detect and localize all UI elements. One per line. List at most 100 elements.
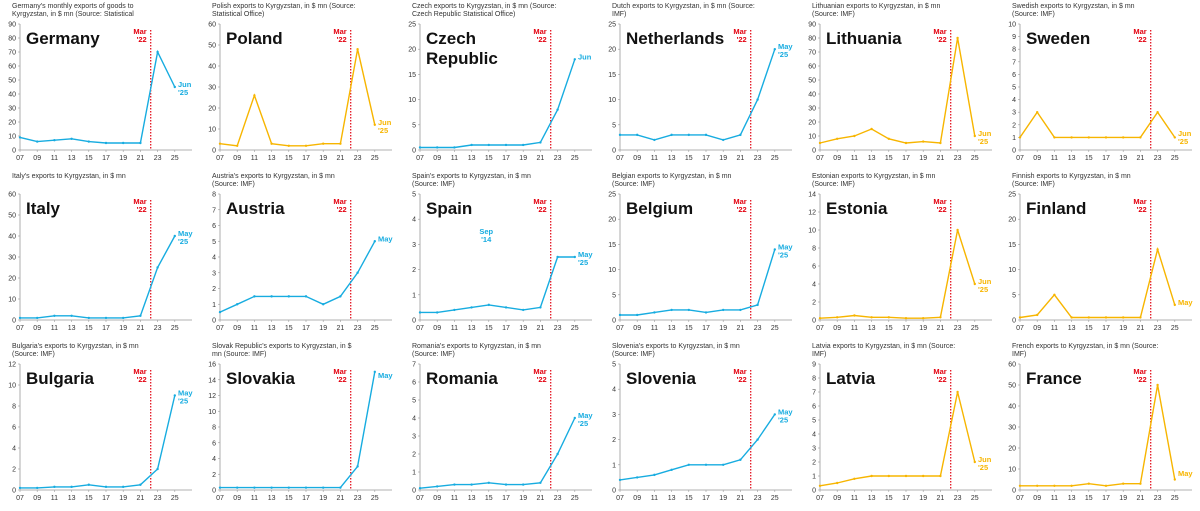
data-point [739,458,742,461]
marker-label-line: Mar [733,197,746,206]
x-tick-label: 19 [119,325,127,332]
series-line [620,249,776,316]
country-name-line: Italy [26,199,61,218]
data-point [356,48,359,51]
panel-netherlands: Dutch exports to Kyrgyzstan, in $ mn (So… [608,3,793,162]
x-tick-label: 19 [919,325,927,332]
data-point [636,476,639,479]
panel-subtitle-line: Slovenia's exports to Kyrgyzstan, in $ m… [612,343,740,350]
x-tick-label: 25 [171,495,179,502]
panel-subtitle-line: (Source: IMF) [12,351,55,358]
marker-label-line: Mar [733,367,746,376]
series-line [619,414,776,481]
y-tick-label: 8 [12,404,16,411]
country-name: Netherlands [626,29,724,48]
panel-subtitle-line: Dutch exports to Kyrgyzstan, in $ mn (So… [612,3,755,10]
x-tick-label: 25 [1171,325,1179,332]
x-tick-label: 09 [833,155,841,162]
y-tick-label: 8 [812,376,816,383]
panel-slovakia: Slovak Republic's exports to Kyrgyzstan,… [208,343,393,502]
x-tick-label: 25 [371,325,379,332]
x-tick-label: 17 [502,155,510,162]
marker-label-line: '22 [337,35,347,44]
x-tick-label: 23 [554,495,562,502]
end-label-line: '25 [778,50,788,59]
x-tick-label: 07 [216,325,224,332]
data-point [504,143,508,147]
data-point [704,311,708,314]
x-tick-label: 25 [371,495,379,502]
x-tick-label: 07 [416,155,424,162]
y-tick-label: 10 [608,267,616,274]
end-label: Jun [578,52,592,61]
x-tick-label: 23 [154,495,162,502]
x-tick-label: 11 [51,155,58,162]
data-point [339,295,342,298]
y-tick-label: 60 [1008,362,1016,369]
marker-label: Mar '22 [133,27,146,44]
end-label-line: May [178,389,193,398]
x-tick-label: 11 [1051,155,1058,162]
x-tick-label: 07 [816,495,824,502]
data-point [1104,316,1108,319]
data-point [939,141,942,145]
panel-subtitle-line: Belgian exports to Kyrgyzstan, in $ mn [612,173,732,180]
marker-label-line: '22 [937,205,947,214]
panel-subtitle-line: Finnish exports to Kyrgyzstan, in $ mn [1012,173,1131,180]
country-name-line: Romania [426,369,498,388]
data-point [836,481,839,485]
series-line [420,59,576,149]
data-point [356,465,359,468]
x-tick-label: 13 [1068,325,1076,332]
y-tick-label: 5 [1012,292,1016,299]
y-tick-label: 25 [1008,192,1016,199]
data-point [618,133,622,137]
end-label-line: Jun [978,277,992,286]
data-point [939,474,942,478]
data-point [53,314,56,317]
data-point [322,486,325,489]
y-tick-label: 5 [612,122,616,129]
panel-subtitle-line: (Source: IMF) [1012,11,1055,18]
data-point [687,463,690,466]
panel-subtitle-line: IMF) [812,351,826,358]
country-name-line: Sweden [1026,29,1090,48]
x-tick-label: 15 [85,325,93,332]
end-label-line: Jun [1178,129,1192,138]
data-point [773,413,776,416]
y-tick-label: 10 [8,297,16,304]
x-tick-label: 13 [468,155,476,162]
y-tick-label: 4 [1012,97,1016,104]
x-tick-label: 17 [702,495,710,502]
country-name: Lithuania [826,29,902,48]
marker-label: Mar '22 [733,367,746,384]
panel-subtitle-line: (Source: IMF) [812,11,855,18]
y-tick-label: 50 [808,78,816,85]
data-point [739,308,742,312]
x-tick-label: 25 [771,495,779,502]
y-tick-label: 2 [412,267,416,274]
marker-label-line: Mar [933,367,946,376]
data-point [173,85,176,89]
y-tick-label: 6 [12,425,16,432]
data-point [922,140,925,143]
x-tick-label: 07 [1016,325,1024,332]
x-tick-label: 13 [68,325,76,332]
x-tick-label: 09 [233,325,241,332]
data-point [236,486,239,489]
y-tick-label: 60 [8,64,16,71]
y-tick-label: 60 [208,22,216,29]
data-point [1087,482,1091,485]
marker-label: Mar '22 [933,27,946,44]
y-tick-label: 10 [208,409,216,416]
y-tick-label: 25 [408,22,416,29]
y-tick-label: 2 [612,437,616,444]
x-tick-label: 11 [851,325,858,332]
panel-subtitle: Lithuanian exports to Kyrgyzstan, in $ m… [812,3,941,18]
y-tick-label: 10 [8,134,16,141]
y-tick-label: 90 [808,22,816,29]
y-tick-label: 8 [212,425,216,432]
x-tick-label: 23 [554,325,562,332]
marker-label-line: Mar [1133,197,1146,206]
panel-france: French exports to Kyrgyzstan, in $ mn (S… [1008,343,1193,502]
